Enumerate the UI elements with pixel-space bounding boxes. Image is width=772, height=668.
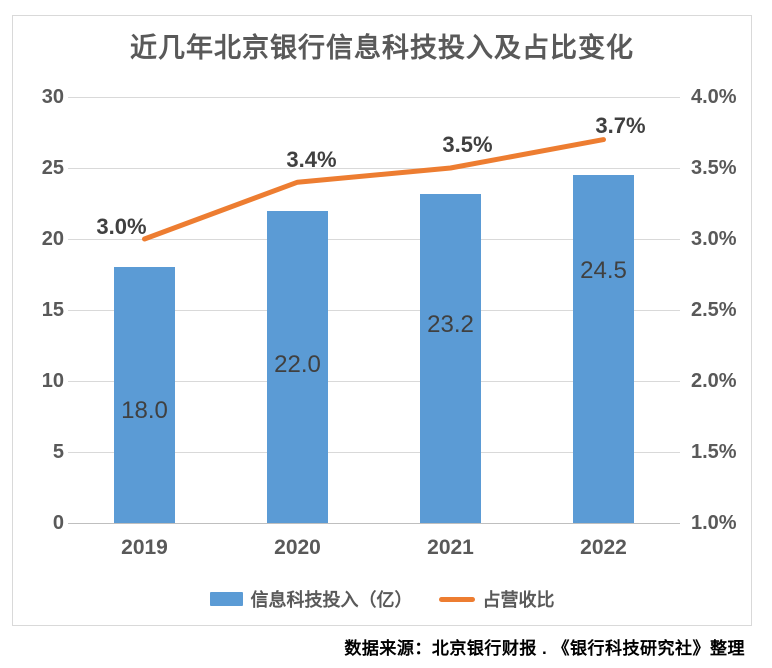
bar-value-label: 23.2	[427, 310, 474, 338]
trend-line	[142, 137, 606, 242]
y-axis-right-tick: 1.5%	[691, 441, 737, 463]
bar-2020	[267, 210, 328, 523]
y-axis-right-tick: 2.0%	[691, 370, 737, 392]
bar-value-label: 24.5	[580, 257, 627, 285]
legend-item-bar-series: 信息科技投入（亿）	[209, 586, 413, 612]
source-note: 数据来源：北京银行财报 . 《银行科技研究社》整理	[344, 639, 745, 658]
x-axis-label-2019: 2019	[121, 536, 168, 559]
y-axis-right-tick: 2.5%	[691, 299, 737, 321]
line-value-label: 3.4%	[286, 147, 337, 173]
plot-area: 18.0 22.0 23.2 24.5 3.0% 3.4% 3.5% 3.7%	[68, 96, 680, 524]
gridline	[68, 167, 680, 169]
legend-item-line-series: 占营收比	[438, 586, 555, 612]
y-axis-right-tick: 3.0%	[691, 228, 737, 250]
y-axis-left-tick: 0	[52, 512, 64, 534]
chart-title: 近几年北京银行信息科技投入及占比变化	[130, 33, 634, 63]
y-axis-left-tick: 5	[52, 441, 64, 463]
y-axis-right-tick: 1.0%	[691, 512, 737, 534]
line-value-label: 3.5%	[442, 132, 493, 157]
line-value-label: 3.0%	[96, 214, 147, 239]
x-axis-label-2021: 2021	[427, 536, 474, 559]
bar-2022	[573, 175, 634, 523]
legend: 信息科技投入（亿） 占营收比	[12, 586, 752, 612]
y-axis-left-tick: 10	[41, 370, 64, 392]
x-axis-label-2020: 2020	[274, 536, 321, 559]
bar-value-label: 18.0	[121, 397, 168, 425]
gridline	[68, 238, 680, 240]
line-value-label: 3.7%	[595, 112, 646, 138]
y-axis-left-tick: 15	[41, 299, 64, 321]
gridline	[68, 380, 680, 382]
legend-label-bar-series: 信息科技投入（亿）	[250, 590, 413, 610]
legend-label-line-series: 占营收比	[482, 590, 555, 610]
x-axis-label-2022: 2022	[580, 536, 627, 559]
line-series-swatch-icon	[438, 596, 475, 602]
y-axis-left-tick: 20	[41, 228, 64, 250]
bar-2019	[114, 267, 175, 523]
gridline	[68, 309, 680, 311]
y-axis-right-tick: 3.5%	[691, 157, 737, 179]
bar-series-swatch-icon	[209, 592, 243, 606]
y-axis-left-tick: 30	[41, 86, 64, 108]
bar-2021	[420, 193, 481, 523]
gridline	[68, 451, 680, 453]
gridline	[68, 96, 680, 98]
y-axis-right-tick: 4.0%	[691, 86, 737, 108]
gridline	[68, 522, 680, 524]
y-axis-left-tick: 25	[41, 157, 64, 179]
bar-value-label: 22.0	[274, 350, 321, 378]
